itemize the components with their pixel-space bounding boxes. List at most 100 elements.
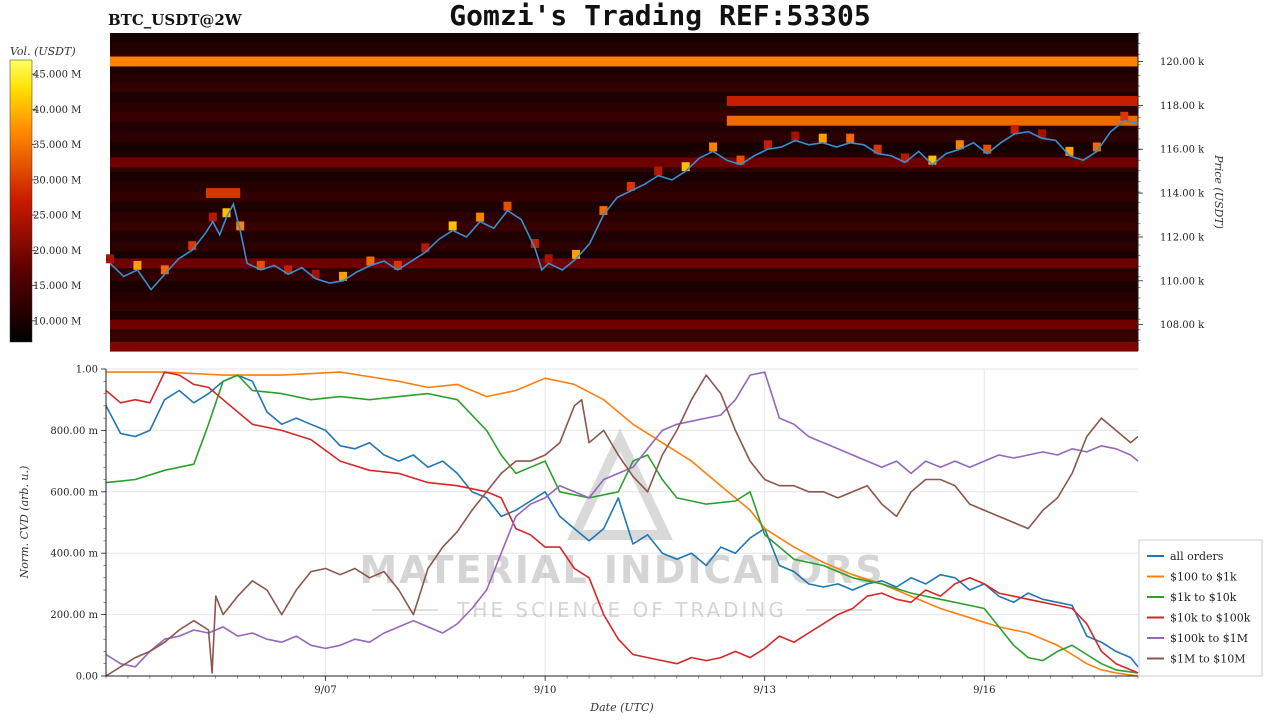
colorbar-tick-label: 30.000 M [33,175,81,186]
watermark-line1: MATERIAL INDICATORS [359,548,884,592]
heatmap-band [110,102,1138,113]
price-axis-tick-label: 108.00 k [1160,320,1205,331]
heatmap-band [110,311,1138,322]
colorbar-tick-label: 40.000 M [33,105,81,116]
heatmap-level [726,115,1138,126]
cvd-y-tick-label: 800.00 m [50,426,98,437]
colorbar-tick-label: 15.000 M [33,281,81,292]
cvd-y-axis-title: Norm. CVD (arb. u.) [18,466,31,580]
colorbar-tick-label: 20.000 M [33,246,81,257]
legend-label: $100 to $1k [1170,571,1237,584]
heatmap-level [110,341,1138,352]
price-axis-tick-label: 112.00 k [1160,232,1205,243]
heatmap-cell [763,140,772,150]
heatmap-cell [530,238,539,248]
heatmap-band [110,92,1138,103]
cvd-series-line [105,371,1139,668]
heatmap-band [110,42,1138,53]
heatmap-cell [284,265,293,275]
heatmap-cell [928,155,937,165]
cvd-series-line [106,371,1139,677]
heatmap-cell [1065,146,1074,156]
heatmap-level [205,188,241,199]
cvd-series-line [105,374,1139,677]
heatmap-cell [1038,129,1047,139]
legend-label: all orders [1170,550,1224,563]
heatmap-cell [222,208,231,218]
cvd-x-tick-label: 9/13 [753,685,775,696]
cvd-x-tick-label: 9/07 [314,685,336,696]
legend-box [1138,539,1263,677]
legend-label: $100k to $1M [1170,632,1248,645]
heatmap-band [110,241,1138,252]
heatmap-cell [873,144,882,154]
heatmap-cell [106,254,114,264]
heatmap-cell [955,140,964,150]
legend-label: $1k to $10k [1170,591,1237,604]
price-axis-tick-label: 114.00 k [1160,189,1205,200]
heatmap-band [110,132,1138,143]
heatmap-cell [1120,111,1129,121]
price-line [109,119,1139,291]
price-axis-title: Price (USDT) [1212,154,1225,229]
heatmap-cell [256,260,265,270]
heatmap-cell [366,256,375,266]
heatmap-cell [983,144,992,154]
heatmap-band [110,182,1138,192]
heatmap-cell [1010,124,1019,134]
price-axis-tick-label: 110.00 k [1160,276,1205,287]
cvd-y-tick-label: 0.00 [76,672,98,683]
symbol-label: BTC_USDT@2W [108,11,243,29]
heatmap-level [110,319,1138,330]
colorbar-title: Vol. (USDT) [10,45,76,58]
legend: all orders $100 to $1k $1k to $10k $10k to … [1138,539,1263,677]
cvd-x-tick-label: 9/10 [534,685,556,696]
colorbar-tick-label: 25.000 M [33,211,81,222]
heatmap-cell [818,133,827,143]
heatmap-level [110,258,1138,269]
heatmap-band [110,221,1138,232]
heatmap-band [110,72,1138,83]
cvd-y-tick-label: 400.00 m [50,549,98,560]
colorbar: Vol. (USDT) 45.000 M 40.000 M 35.000 M 30.0… [9,45,81,343]
heatmap-band [110,142,1138,153]
cvd-x-tick-label: 9/16 [973,685,995,696]
heatmap-cell [681,162,690,172]
heatmap-band [110,62,1138,73]
heatmap-cell [393,260,402,270]
heatmap-band [110,281,1138,292]
price-axis-tick-label: 118.00 k [1160,101,1205,112]
heatmap-cell [448,221,457,231]
heatmap-band [110,201,1138,212]
heatmap-cell [208,212,217,222]
heatmap-cell [1092,142,1101,152]
colorbar-tick-label: 35.000 M [33,140,81,151]
cvd-x-axis-title: Date (UTC) [589,701,653,714]
heatmap-band [110,33,1138,43]
cvd-series-line [105,371,1139,674]
heatmap-cell [544,254,553,264]
heatmap-cell [133,260,142,270]
heatmap-band [110,82,1138,93]
heatmap-band [110,231,1138,242]
heatmap-cell [572,249,581,259]
heatmap-band [110,271,1138,282]
heatmap-cell [736,155,745,165]
legend-label: $10k to $100k [1170,612,1251,625]
price-axis-tick-label: 116.00 k [1160,145,1205,156]
heatmap-band [110,172,1138,183]
heatmap-band [110,211,1138,222]
heatmap-band [110,301,1138,312]
heatmap-cell [846,133,855,143]
cvd-y-tick-label: 1.00 [76,365,98,376]
heatmap-cell [236,221,245,231]
colorbar-gradient [9,59,33,343]
heatmap-panel: 120.00 k 118.00 k 116.00 k 114.00 k 112.00 k… [106,32,1225,352]
cvd-y-tick-label: 600.00 m [50,487,98,498]
heatmap-band [110,192,1138,202]
heatmap-cell [311,269,320,279]
watermark: MATERIAL INDICATORS THE SCIENCE OF TRADI… [359,428,884,622]
legend-label: $1M to $10M [1170,653,1246,666]
heatmap-band [110,112,1138,123]
